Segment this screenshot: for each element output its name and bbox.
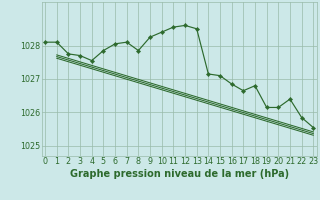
X-axis label: Graphe pression niveau de la mer (hPa): Graphe pression niveau de la mer (hPa) bbox=[70, 169, 289, 179]
